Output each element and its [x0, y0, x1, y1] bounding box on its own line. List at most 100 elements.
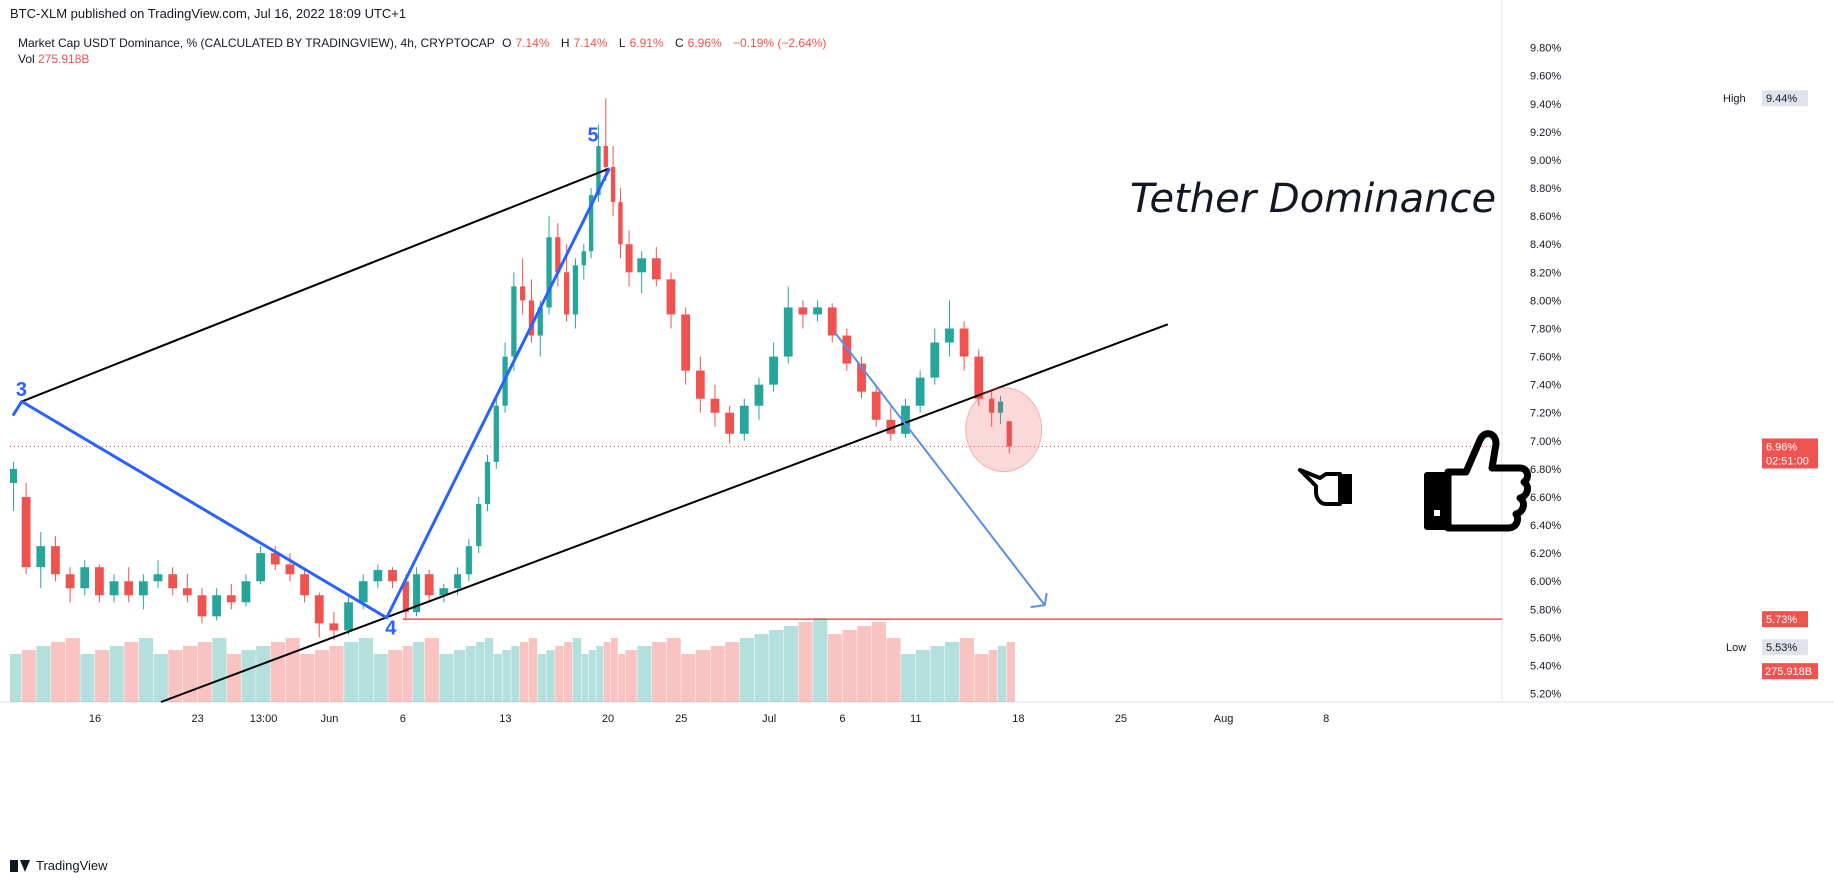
- y-tick-label: 7.80%: [1530, 323, 1561, 335]
- volume-bar: [502, 650, 511, 702]
- volume-bar: [857, 626, 872, 702]
- volume-bar: [754, 634, 769, 702]
- footer-brand[interactable]: TradingView: [10, 858, 108, 873]
- volume-bar: [710, 646, 725, 702]
- candle-body: [424, 574, 434, 596]
- volume-bar: [65, 638, 80, 702]
- candle-body: [21, 496, 31, 568]
- x-tick-label: 11: [910, 713, 921, 725]
- candle-body: [945, 328, 954, 343]
- volume-bar: [241, 650, 256, 702]
- volume-bar: [300, 654, 315, 702]
- volume-bar: [596, 646, 604, 702]
- x-tick-label: 18: [1012, 713, 1024, 725]
- high-tag-value: 9.44%: [1766, 93, 1797, 105]
- volume-bar: [695, 650, 711, 702]
- candle-body: [109, 581, 119, 596]
- x-tick-label: Jul: [762, 713, 776, 725]
- volume-bar: [997, 646, 1007, 702]
- candle-body: [439, 588, 449, 596]
- y-tick-label: 7.60%: [1530, 352, 1561, 364]
- y-tick-label: 9.00%: [1530, 155, 1561, 167]
- wave-label: 5: [587, 125, 598, 147]
- candle-body: [344, 602, 353, 631]
- volume-bar: [610, 638, 618, 702]
- volume-bar: [618, 654, 626, 702]
- candle-body: [588, 195, 594, 252]
- y-tick-label: 8.60%: [1530, 211, 1561, 223]
- y-tick-label: 6.60%: [1530, 492, 1561, 504]
- candle-body: [484, 461, 491, 505]
- volume-bar: [537, 654, 546, 702]
- candle-body: [36, 546, 46, 568]
- candle-body: [285, 564, 295, 575]
- volume-bar: [314, 650, 330, 702]
- y-tick-label: 9.60%: [1530, 71, 1561, 83]
- x-tick-label: 16: [89, 713, 101, 725]
- candle-body: [226, 595, 236, 603]
- candle-body: [1006, 421, 1012, 447]
- volume-bar: [424, 638, 439, 702]
- candle-body: [596, 145, 601, 196]
- volume-bar: [465, 646, 476, 702]
- volume-bar: [168, 650, 183, 702]
- candle-body: [813, 307, 822, 315]
- candle-body: [886, 419, 896, 434]
- volume-bar: [511, 646, 520, 702]
- candle-body: [520, 286, 526, 301]
- candle-body: [681, 314, 691, 371]
- candle-body: [65, 574, 75, 589]
- volume-bar: [10, 654, 22, 702]
- candle-body: [581, 251, 586, 266]
- x-tick-label: 13: [499, 713, 511, 725]
- candle-body: [871, 391, 881, 420]
- volume-bar: [454, 650, 466, 702]
- candle-body: [528, 300, 535, 336]
- volume-bar: [1006, 642, 1015, 702]
- forecast-arrowhead: [1030, 592, 1048, 609]
- x-tick-label: Jun: [321, 713, 339, 725]
- y-tick-label: 7.40%: [1530, 380, 1561, 392]
- x-tick-label: 8: [1323, 713, 1329, 725]
- volume-bar: [270, 642, 286, 702]
- candle-body: [798, 307, 808, 315]
- price-chart[interactable]: 9.80% 9.60% 9.40% 9.20% 9.00% 8.80% 8.60% 8.40%…: [0, 0, 1834, 850]
- volume-bar: [36, 646, 51, 702]
- candle-body: [710, 398, 720, 413]
- x-tick-label: Aug: [1214, 713, 1234, 725]
- candle-body: [769, 356, 778, 385]
- volume-bar: [901, 654, 916, 702]
- tradingview-logo-icon: [10, 859, 30, 872]
- volume-bar: [484, 638, 494, 702]
- volume-bar: [625, 650, 637, 702]
- candle-body: [974, 356, 984, 399]
- volume-bar: [945, 642, 960, 702]
- candle-body: [358, 581, 368, 603]
- volume-bar: [588, 650, 596, 702]
- candle-body: [168, 574, 178, 589]
- candle-body: [329, 623, 339, 631]
- candle-body: [300, 574, 309, 596]
- volume-bar: [783, 626, 799, 702]
- candle-body: [754, 384, 764, 406]
- high-value: H 7.14%: [560, 36, 608, 50]
- candle-body: [138, 581, 148, 596]
- publish-info: BTC-XLM published on TradingView.com, Ju…: [10, 6, 407, 21]
- candle-body: [182, 588, 192, 596]
- candle-body: [666, 279, 676, 315]
- wave-label: 4: [385, 618, 397, 640]
- volume-bar: [681, 654, 696, 702]
- y-tick-label: 9.40%: [1530, 99, 1561, 111]
- volume-bar: [974, 654, 989, 702]
- volume-bar: [285, 638, 300, 702]
- x-tick-label: 6: [839, 713, 845, 725]
- volume-bar: [959, 638, 974, 702]
- y-tick-label: 5.80%: [1530, 604, 1561, 616]
- candle-body: [476, 504, 482, 547]
- volume-bar: [725, 642, 740, 702]
- x-tick-label: 25: [675, 713, 687, 725]
- x-tick-label: 6: [400, 713, 406, 725]
- candle-body: [603, 145, 608, 168]
- low-tag-value: 5.53%: [1766, 642, 1797, 654]
- volume-bar: [651, 642, 667, 702]
